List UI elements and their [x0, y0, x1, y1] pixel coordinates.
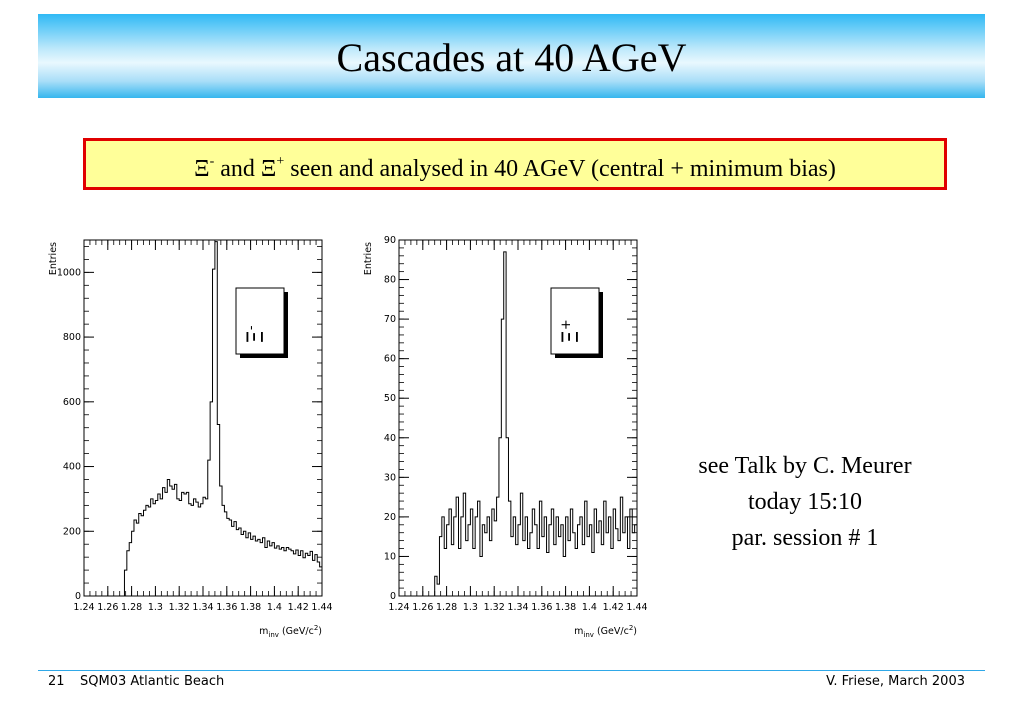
h2-y-tick-label: 60	[384, 354, 396, 365]
h2-x-tick-label: 1.36	[531, 602, 552, 613]
h1-x-tick-label: 1.36	[216, 602, 237, 613]
h1-x-axis-label: minv (GeV/c2)	[259, 624, 322, 639]
h2-y-tick-label: 40	[384, 433, 396, 444]
svg-text:Ξ-: Ξ-	[244, 325, 269, 344]
and-text: and	[214, 156, 261, 182]
h1-y-tick-label: 200	[63, 526, 81, 537]
h1-x-tick-label: 1.24	[73, 602, 94, 613]
footer-divider	[38, 670, 985, 671]
xi-minus-histogram: 1.24 1.26 1.28 1.3 1.32 1.34 1.36 1.38 1.4 1.42 1.…	[48, 239, 333, 639]
h1-x-tick-label: 1.28	[121, 602, 142, 613]
h1-x-tick-label: 1.32	[169, 602, 190, 613]
h2-y-axis-label: Entries	[363, 242, 374, 275]
talk-note: see Talk by C. Meurer today 15:10 par. s…	[655, 448, 955, 556]
h1-y-tick-label: 600	[63, 397, 81, 408]
h1-x-tick-label: 1.38	[240, 602, 261, 613]
h2-y-tick-label: 20	[384, 512, 396, 523]
h2-y-tick-label: 80	[384, 275, 396, 286]
h2-y-tick-label: 0	[390, 591, 396, 602]
title-banner: Cascades at 40 AGeV	[38, 14, 985, 98]
note-line-3: par. session # 1	[731, 525, 879, 551]
h2-x-tick-label: 1.26	[412, 602, 433, 613]
highlight-box: Ξ- and Ξ+ seen and analysed in 40 AGeV (…	[83, 138, 947, 190]
h1-y-tick-label: 1000	[57, 267, 81, 278]
h2-y-tick-label: 50	[384, 393, 396, 404]
h1-x-tick-label: 1.4	[267, 602, 282, 613]
h1-x-tick-label: 1.42	[288, 602, 309, 613]
h1-x-tick-label: 1.34	[192, 602, 213, 613]
h1-x-tick-label: 1.3	[148, 602, 163, 613]
h2-x-tick-label: 1.24	[388, 602, 409, 613]
h1-y-tick-label: 800	[63, 332, 81, 343]
h1-x-tick-label: 1.26	[97, 602, 118, 613]
h2-y-tick-label: 10	[384, 551, 396, 562]
h2-x-tick-label: 1.28	[436, 602, 457, 613]
h1-y-axis-label: Entries	[48, 242, 59, 275]
note-line-2: today 15:10	[748, 489, 862, 515]
h1-legend-box	[235, 287, 285, 355]
footer-conference: SQM03 Atlantic Beach	[80, 674, 225, 689]
h2-x-tick-label: 1.42	[603, 602, 624, 613]
h2-y-tick-label: 90	[384, 235, 396, 246]
svg-text:Ξ+: Ξ+	[559, 319, 584, 344]
h2-y-tick-label: 70	[384, 314, 396, 325]
h2-x-tick-label: 1.44	[626, 602, 647, 613]
h2-legend-box	[550, 287, 600, 355]
slide-title: Cascades at 40 AGeV	[336, 35, 687, 80]
h1-y-tick-label: 0	[75, 591, 81, 602]
footer-author-date: V. Friese, March 2003	[826, 674, 965, 689]
xi-plus-symbol: Ξ	[260, 156, 277, 182]
xi-minus-superscript: -	[209, 154, 215, 169]
h2-y-tick-label: 30	[384, 472, 396, 483]
h2-x-tick-label: 1.3	[463, 602, 478, 613]
h1-y-tick-label: 400	[63, 462, 81, 473]
h2-legend-label: Ξ+	[559, 319, 584, 344]
h2-x-axis-label: minv (GeV/c2)	[574, 624, 637, 639]
h1-x-tick-label: 1.44	[311, 602, 332, 613]
h2-x-tick-label: 1.34	[507, 602, 528, 613]
h1-legend-label: Ξ-	[244, 325, 269, 344]
h2-histogram-line	[399, 251, 637, 597]
xi-minus-symbol: Ξ	[194, 156, 210, 182]
h2-x-tick-label: 1.4	[582, 602, 597, 613]
slide-number: 21	[48, 674, 65, 689]
h2-x-tick-label: 1.38	[555, 602, 576, 613]
h2-x-tick-label: 1.32	[484, 602, 505, 613]
note-line-1: see Talk by C. Meurer	[698, 453, 912, 479]
h1-histogram-line	[84, 241, 322, 597]
xi-plus-histogram: 1.24 1.26 1.28 1.3 1.32 1.34 1.36 1.38 1.4 1.42 1.…	[363, 235, 648, 639]
xi-plus-superscript: +	[276, 154, 285, 169]
highlight-text: seen and analysed in 40 AGeV (central + …	[284, 156, 836, 182]
